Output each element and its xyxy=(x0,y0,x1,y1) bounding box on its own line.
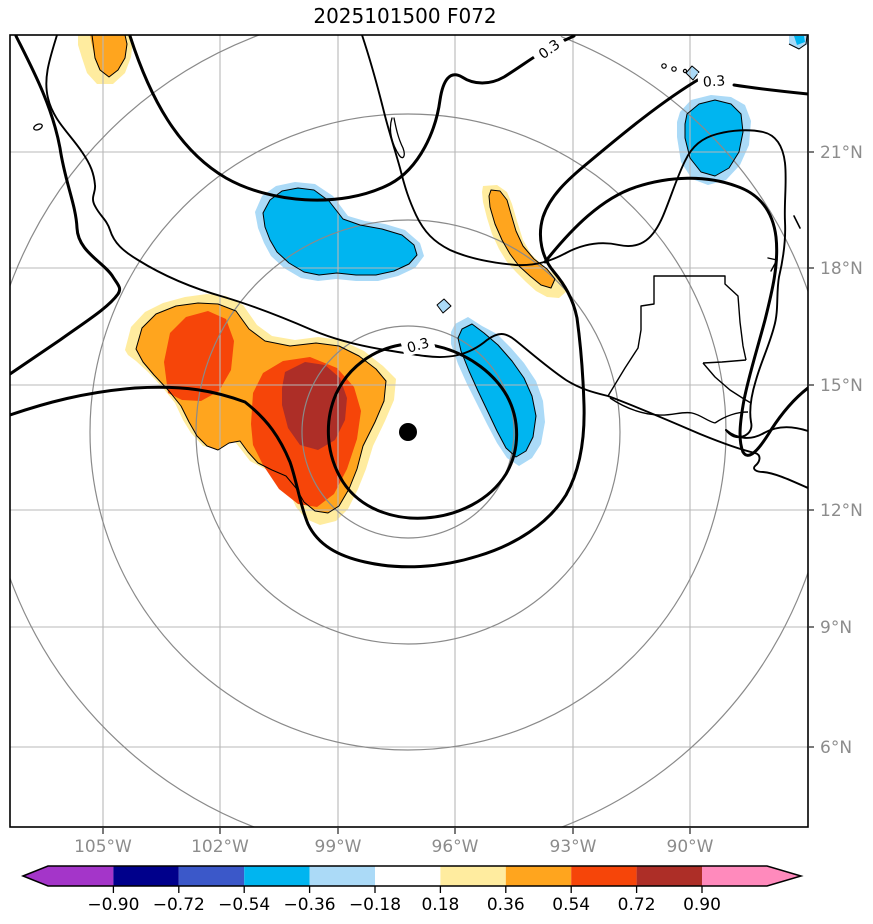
contour-label-bg xyxy=(697,70,731,91)
cbar-tick-label: 0.18 xyxy=(421,895,459,915)
colorbar-bands xyxy=(23,866,801,886)
colorbar-tick-labels: −0.90 −0.72 −0.54 −0.36 −0.18 0.18 0.36 … xyxy=(87,895,721,915)
cbar-tick-label: −0.90 xyxy=(87,895,139,915)
colorbar: −0.90 −0.72 −0.54 −0.36 −0.18 0.18 0.36 … xyxy=(20,865,804,915)
contour-label-bg xyxy=(400,331,436,358)
positive-patch-topleft-core xyxy=(90,35,127,77)
cozumel-island xyxy=(793,215,801,229)
contour-main-loop xyxy=(10,76,808,569)
map-frame xyxy=(9,34,809,828)
negative-patch-corner-core xyxy=(794,36,805,45)
lat-lon-gridlines xyxy=(10,35,808,827)
lon-label: 96°W xyxy=(432,837,479,857)
cbar-tick-label: 0.54 xyxy=(552,895,590,915)
cbar-tick-label: 0.72 xyxy=(618,895,656,915)
reef-islet-1 xyxy=(661,63,667,69)
honduras-coastline xyxy=(725,426,808,439)
plot-title: 2025101500 F072 xyxy=(313,4,496,28)
cbar-tick-label: −0.18 xyxy=(349,895,401,915)
axis-ticks xyxy=(102,151,814,834)
contour-label-group: 0.3 0.3 0.3 xyxy=(400,35,731,358)
lat-label: 21°N xyxy=(820,143,863,163)
negative-diamond-gulf xyxy=(686,66,699,80)
cbar-tick-label: −0.36 xyxy=(284,895,336,915)
colorbar-band-pos4 xyxy=(636,866,702,886)
positive-region-west-lobe-nw xyxy=(164,311,234,401)
contour-inner-loop xyxy=(326,342,519,520)
colorbar-band-neg1 xyxy=(309,866,375,886)
probability-contours xyxy=(10,35,808,569)
cbar-tick-label: −0.54 xyxy=(218,895,270,915)
colorbar-band-neg2 xyxy=(244,866,310,886)
lon-label: 102°W xyxy=(191,837,249,857)
filled-contour-patches xyxy=(78,35,808,525)
lat-label: 6°N xyxy=(820,738,852,758)
range-rings xyxy=(10,35,808,827)
lat-label: 12°N xyxy=(820,501,863,521)
lat-axis-labels: 21°N 18°N 15°N 12°N 9°N 6°N xyxy=(820,143,863,758)
lat-label: 18°N xyxy=(820,259,863,279)
contour-west xyxy=(10,35,122,376)
coastlines xyxy=(33,35,808,489)
cbar-tick-label: −0.72 xyxy=(153,895,205,915)
lon-axis-labels: 105°W 102°W 99°W 96°W 93°W 90°W xyxy=(74,837,714,857)
colorbar-band-neg3 xyxy=(178,866,245,886)
contour-label-center: 0.3 xyxy=(405,335,431,357)
colorbar-ticks xyxy=(112,886,703,893)
negative-diamond-small xyxy=(437,299,451,313)
cbar-tick-label: 0.36 xyxy=(487,895,525,915)
cbar-tick-label: 0.90 xyxy=(683,895,721,915)
map-area: 0.3 0.3 0.3 xyxy=(10,35,808,827)
lon-label: 93°W xyxy=(550,837,597,857)
colorbar-over-arrow xyxy=(767,866,801,886)
positive-region-west-core xyxy=(282,362,347,450)
colorbar-outline xyxy=(20,865,804,887)
contour-label-northeast: 0.3 xyxy=(702,73,725,91)
colorbar-band-under xyxy=(48,866,114,886)
pacific-coastline xyxy=(45,35,808,489)
lon-label: 99°W xyxy=(315,837,362,857)
contour-label-bg xyxy=(529,35,568,66)
country-borders xyxy=(607,275,752,424)
contour-yucatan-arc xyxy=(543,176,808,457)
lon-label: 90°W xyxy=(667,837,714,857)
thin-contour-outlines xyxy=(91,35,808,514)
contour-north-loop xyxy=(128,35,576,202)
storm-center-marker xyxy=(399,423,417,441)
gulf-yucatan-coastline xyxy=(361,35,787,439)
colorbar-band-pos3 xyxy=(571,866,637,886)
lat-label: 9°N xyxy=(820,618,852,638)
colorbar-band-pos1 xyxy=(440,866,506,886)
colorbar-band-neg4 xyxy=(113,866,179,886)
reef-islet-2 xyxy=(671,66,677,72)
colorbar-band-pos2 xyxy=(505,866,572,886)
colorbar-under-arrow xyxy=(23,866,48,886)
reef-islet-3 xyxy=(682,68,688,74)
lon-label: 105°W xyxy=(74,837,132,857)
islas-marias-island xyxy=(33,123,43,131)
lat-label: 15°N xyxy=(820,376,863,396)
colorbar-band-over xyxy=(702,866,767,886)
colorbar-band-zero xyxy=(375,866,441,886)
coastal-lagoon xyxy=(389,117,405,159)
